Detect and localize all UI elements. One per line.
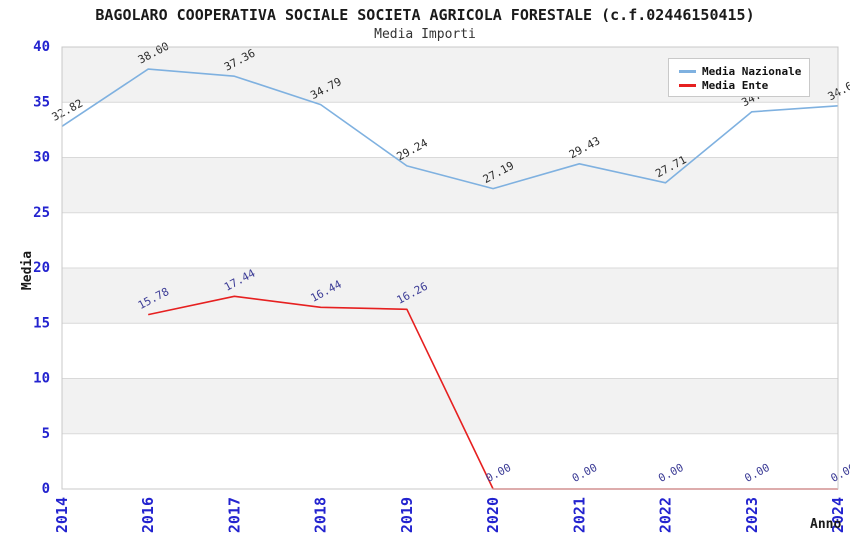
x-tick-label: 2019 <box>398 497 416 533</box>
x-axis-title: Anno <box>810 517 842 532</box>
y-tick-label: 25 <box>33 205 50 221</box>
legend: Media Nazionale Media Ente <box>668 58 810 97</box>
y-tick-label: 15 <box>33 315 50 331</box>
series-line-media-nazionale <box>61 68 839 190</box>
y-tick-label: 5 <box>42 426 50 442</box>
plot-border <box>61 46 839 490</box>
y-tick-label: 30 <box>33 150 50 166</box>
x-tick-label: 2018 <box>312 497 330 533</box>
chart-title: BAGOLARO COOPERATIVA SOCIALE SOCIETA AGR… <box>95 6 755 24</box>
y-tick-label: 40 <box>33 39 50 55</box>
x-tick-label: 2022 <box>657 497 675 533</box>
legend-label: Media Ente <box>702 78 769 92</box>
x-tick-label: 2014 <box>53 497 71 533</box>
y-tick-label: 35 <box>33 94 50 110</box>
x-tick-label: 2017 <box>225 497 243 533</box>
plot-band <box>62 157 838 213</box>
y-axis-title: Media <box>20 250 36 291</box>
plot-band <box>62 102 838 158</box>
legend-swatch-ente-icon <box>679 83 696 87</box>
x-tick-label: 2023 <box>743 497 761 533</box>
legend-item-media-nazionale: Media Nazionale <box>679 64 801 78</box>
x-tick-label: 2021 <box>570 497 588 533</box>
plot-band <box>62 378 838 434</box>
x-tick-label: 2016 <box>139 497 157 533</box>
x-tick-label: 2024 <box>829 497 847 533</box>
legend-label: Media Nazionale <box>702 64 802 78</box>
plot-band <box>62 433 838 489</box>
y-tick-label: 20 <box>33 260 50 276</box>
legend-swatch-nazionale-icon <box>679 69 696 73</box>
plot-band <box>62 323 838 379</box>
plot-band <box>62 268 838 324</box>
y-tick-label: 10 <box>33 371 50 387</box>
legend-item-media-ente: Media Ente <box>679 78 801 92</box>
plot-band <box>62 212 838 268</box>
x-tick-label: 2020 <box>484 497 502 533</box>
chart-subtitle: Media Importi <box>374 27 476 42</box>
y-tick-label: 0 <box>42 481 50 497</box>
